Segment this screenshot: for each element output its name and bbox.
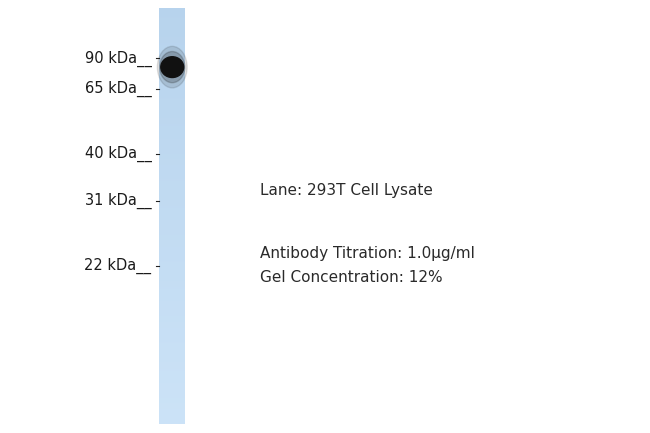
Ellipse shape [160,52,185,83]
Text: Lane: 293T Cell Lysate: Lane: 293T Cell Lysate [260,183,433,198]
Ellipse shape [157,46,187,88]
Text: Gel Concentration: 12%: Gel Concentration: 12% [260,270,443,284]
Text: 31 kDa__: 31 kDa__ [84,193,151,210]
Text: 65 kDa__: 65 kDa__ [84,81,151,97]
Text: 90 kDa__: 90 kDa__ [84,50,151,67]
Ellipse shape [161,57,184,78]
Text: Antibody Titration: 1.0µg/ml: Antibody Titration: 1.0µg/ml [260,246,475,261]
Text: 22 kDa__: 22 kDa__ [84,258,151,275]
Text: 40 kDa__: 40 kDa__ [84,145,151,162]
